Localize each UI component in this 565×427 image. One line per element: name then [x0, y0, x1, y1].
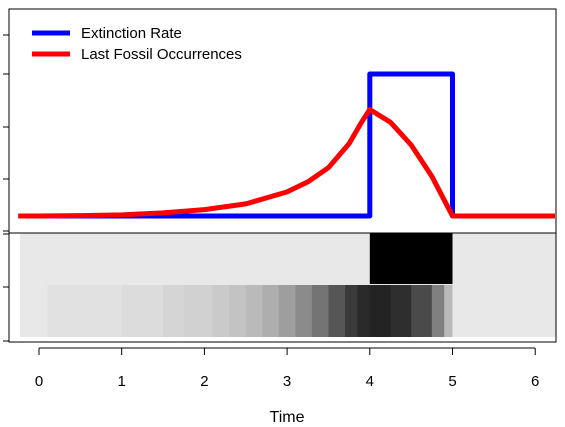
heatmap-cell-r1-11: [311, 285, 330, 337]
upper-y-ticks: [3, 34, 9, 232]
heatmap-cell-r1-10: [295, 285, 313, 337]
upper-panel: [3, 8, 557, 234]
x-tick-label-5: 5: [448, 373, 456, 390]
x-tick-label-6: 6: [531, 373, 539, 390]
heatmap-cell-r1-16: [390, 285, 412, 337]
x-tick-label-4: 4: [366, 373, 374, 390]
x-axis-title: Time: [270, 409, 305, 426]
heatmap-cell-r1-4: [183, 285, 214, 337]
heatmap-cells: [20, 232, 557, 337]
heatmap-cell-r0-1: [369, 232, 454, 284]
legend-label-last-fossil-occurrences: Last Fossil Occurrences: [81, 46, 242, 63]
heatmap-cell-r1-0: [47, 285, 81, 337]
lower-y-ticks: [3, 233, 9, 342]
heatmap-cell-r1-7: [245, 285, 263, 337]
heatmap-cell-r1-13: [344, 285, 358, 337]
x-tick-label-0: 0: [35, 373, 43, 390]
legend-label-extinction-rate: Extinction Rate: [81, 25, 182, 42]
lower-panel: [3, 231, 557, 343]
heatmap-cell-r0-0: [20, 232, 371, 284]
heatmap-cell-r0-2: [452, 232, 557, 284]
x-axis: 0 1 2 3 4 5 6: [35, 347, 539, 390]
heatmap-cell-r1-18: [431, 285, 445, 337]
upper-panel-frame: [8, 8, 557, 234]
heatmap-cell-r1-20: [452, 285, 557, 337]
heatmap-cell-r1-5: [212, 285, 230, 337]
x-tick-label-1: 1: [118, 373, 126, 390]
heatmap-cell-r1-2: [121, 285, 164, 337]
heatmap-cell-r1-6: [229, 285, 247, 337]
x-tick-label-3: 3: [283, 373, 291, 390]
heatmap-cell-r1-17: [411, 285, 433, 337]
heatmap-cell-r1-15: [369, 285, 392, 337]
heatmap-cell-r1-12: [328, 285, 346, 337]
heatmap-cell-r1-19: [444, 285, 454, 337]
legend: Extinction Rate Last Fossil Occurrences: [32, 25, 242, 63]
heatmap-cell-r1-1: [80, 285, 123, 337]
series-line-last-fossil-occurrences: [18, 107, 555, 219]
heatmap-cell-r1-3: [163, 285, 185, 337]
x-tick-label-2: 2: [200, 373, 208, 390]
series-lines: [18, 71, 555, 219]
heatmap-cell-r1-14: [357, 285, 371, 337]
heatmap-cell-r1-8: [262, 285, 280, 337]
heatmap-cell-r1-9: [278, 285, 296, 337]
